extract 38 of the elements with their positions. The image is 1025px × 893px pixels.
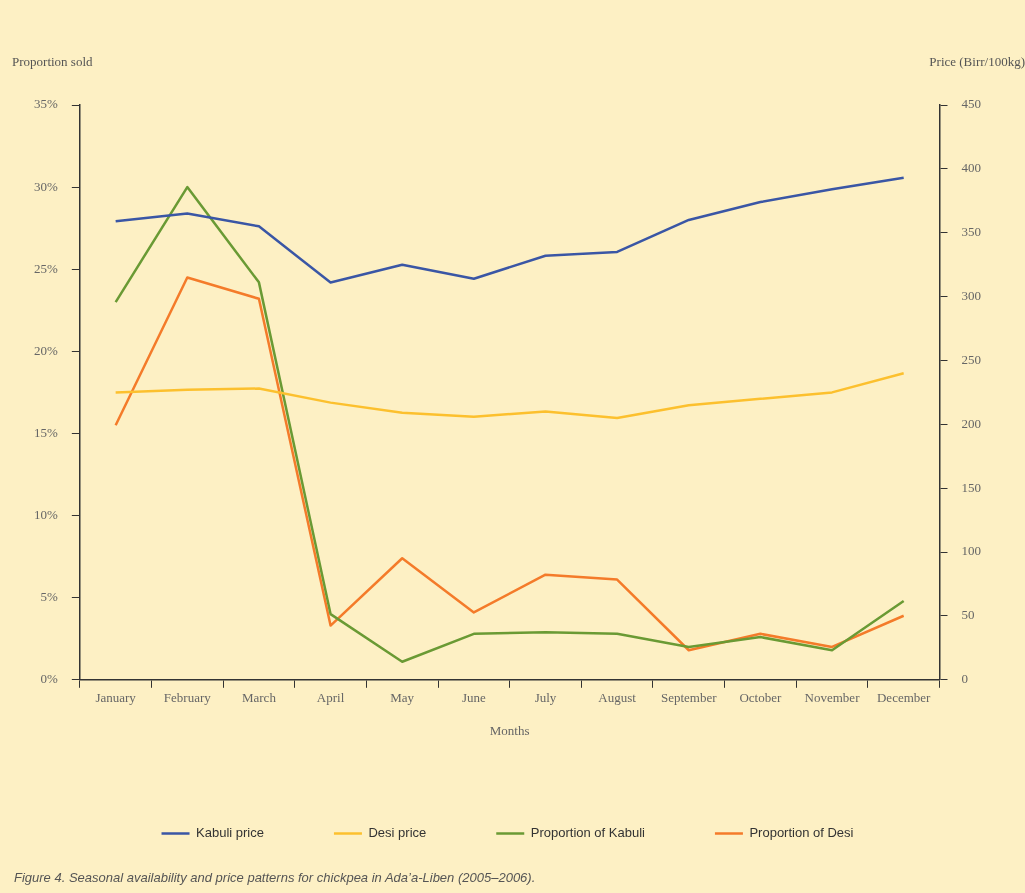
y-tick-label: 0% <box>40 671 58 687</box>
x-tick-label: November <box>804 690 861 706</box>
legend-label: Desi price <box>368 825 427 841</box>
y2-axis-title: Price (Birr/100kg) <box>929 54 1025 70</box>
y2-tick-label: 350 <box>961 224 981 240</box>
y-tick-label: 20% <box>33 342 58 358</box>
x-tick-label: December <box>876 690 932 706</box>
y-tick-label: 10% <box>33 506 58 522</box>
caption: Figure 4. Seasonal availability and price patterns for chickpea in Ada’a-Liben (2005–2006). <box>14 870 536 885</box>
y2-tick-label: 450 <box>961 96 981 112</box>
x-tick-label: March <box>241 690 277 706</box>
x-tick-label: July <box>534 690 557 706</box>
y2-tick-label: 300 <box>961 288 981 304</box>
x-tick-label: February <box>163 690 212 706</box>
y-tick-label: 30% <box>33 178 58 194</box>
y2-tick-label: 0 <box>961 671 968 687</box>
x-tick-label: August <box>598 690 637 706</box>
legend-label: Kabuli price <box>196 825 264 841</box>
y2-tick-label: 400 <box>961 160 981 176</box>
x-tick-label: January <box>95 690 137 706</box>
y-tick-label: 25% <box>33 260 58 276</box>
y2-tick-label: 200 <box>961 415 981 431</box>
legend-label: Proportion of Desi <box>749 825 854 841</box>
y2-tick-label: 50 <box>961 607 975 623</box>
x-tick-label: April <box>316 690 345 706</box>
y2-tick-label: 150 <box>961 479 981 495</box>
y-axis-title: Proportion sold <box>12 54 93 70</box>
y-tick-label: 15% <box>33 424 58 440</box>
y-tick-label: 5% <box>40 589 58 605</box>
y2-tick-label: 100 <box>961 543 981 559</box>
y2-tick-label: 250 <box>961 351 981 367</box>
x-tick-label: October <box>739 690 782 706</box>
y-tick-label: 35% <box>33 96 58 112</box>
x-tick-label: May <box>390 690 415 706</box>
legend-label: Proportion of Kabuli <box>530 825 646 841</box>
x-axis-title: Months <box>489 722 530 738</box>
x-tick-label: June <box>461 690 486 706</box>
x-tick-label: September <box>660 690 718 706</box>
